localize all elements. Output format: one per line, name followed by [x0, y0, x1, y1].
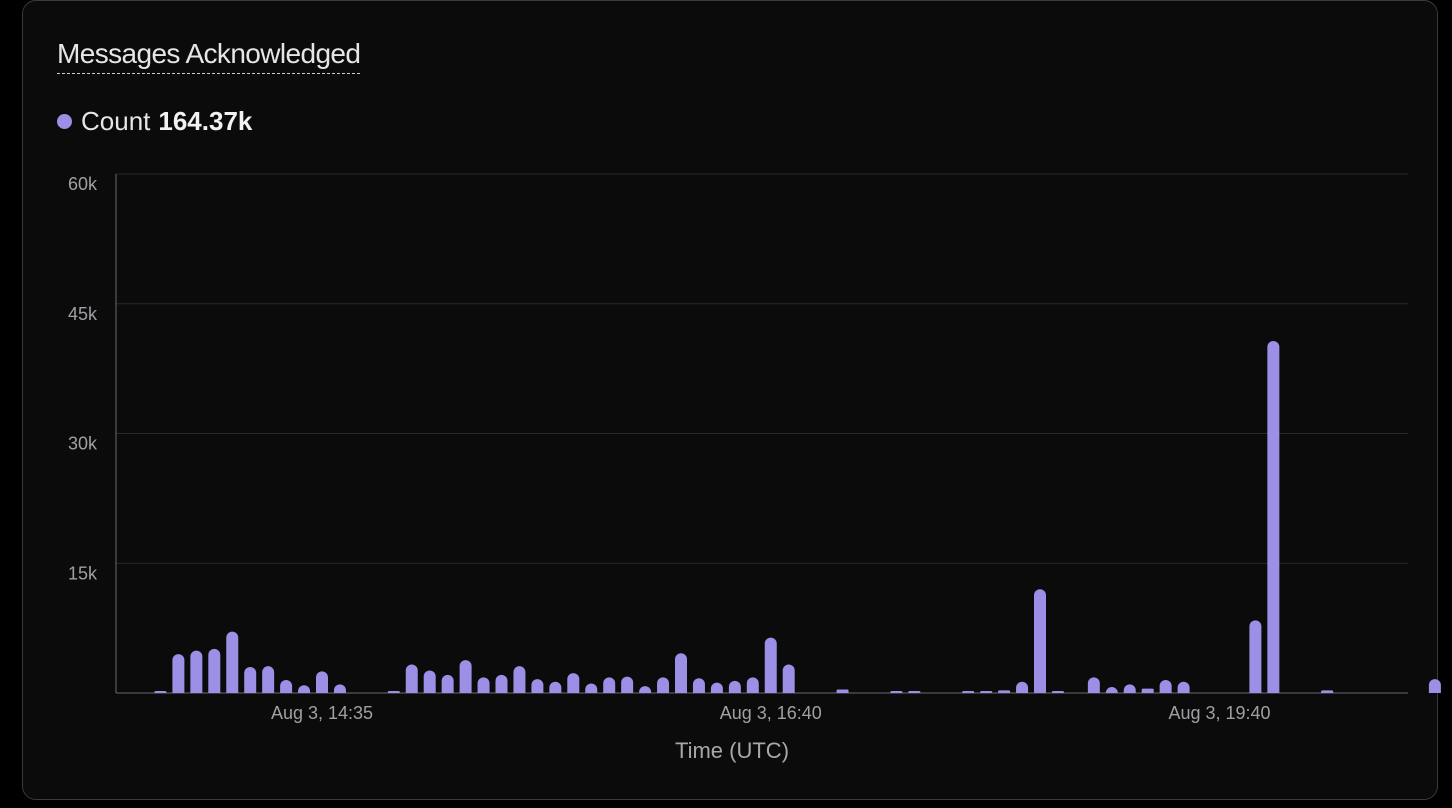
- legend[interactable]: Count 164.37k: [57, 105, 252, 137]
- x-tick-label: Aug 3, 19:40: [1168, 703, 1270, 723]
- bar[interactable]: [675, 653, 687, 693]
- bar[interactable]: [603, 677, 616, 693]
- bar[interactable]: [1105, 686, 1118, 693]
- bar[interactable]: [1428, 679, 1441, 693]
- bar[interactable]: [639, 686, 652, 693]
- bar[interactable]: [1159, 680, 1172, 693]
- x-tick-label: Aug 3, 16:40: [720, 703, 822, 723]
- bar[interactable]: [1016, 681, 1029, 693]
- y-tick-label: 30k: [68, 434, 98, 454]
- bar[interactable]: [621, 676, 634, 693]
- bar[interactable]: [423, 670, 436, 693]
- bar[interactable]: [567, 673, 580, 693]
- bar[interactable]: [980, 691, 993, 693]
- bar[interactable]: [172, 654, 185, 693]
- bar[interactable]: [710, 682, 723, 693]
- bar[interactable]: [836, 689, 849, 693]
- bar[interactable]: [998, 690, 1011, 693]
- bar[interactable]: [477, 677, 490, 693]
- x-axis-label: Time (UTC): [675, 738, 789, 763]
- x-axis-ticks: Aug 3, 14:35 Aug 3, 16:40 Aug 3, 19:40: [271, 703, 1271, 723]
- bar[interactable]: [890, 691, 903, 693]
- x-tick-label: Aug 3, 14:35: [271, 703, 373, 723]
- y-tick-label: 15k: [68, 563, 98, 583]
- chart-title[interactable]: Messages Acknowledged: [57, 37, 361, 74]
- bar[interactable]: [962, 691, 975, 693]
- bar[interactable]: [549, 681, 562, 693]
- bar[interactable]: [387, 691, 400, 693]
- bar[interactable]: [657, 677, 670, 693]
- bar[interactable]: [316, 671, 328, 693]
- chart-panel: Messages Acknowledged Count 164.37k: [22, 0, 1438, 800]
- bar[interactable]: [585, 683, 598, 693]
- bar[interactable]: [262, 666, 275, 693]
- bar[interactable]: [1141, 688, 1154, 693]
- bar[interactable]: [1051, 691, 1064, 693]
- bar[interactable]: [226, 631, 239, 693]
- bar[interactable]: [764, 637, 777, 693]
- bar[interactable]: [459, 660, 472, 693]
- bar[interactable]: [531, 679, 544, 693]
- gridlines: [116, 173, 1408, 564]
- bar[interactable]: [441, 674, 454, 693]
- bar[interactable]: [782, 664, 795, 693]
- legend-label: Count: [81, 106, 151, 136]
- bar[interactable]: [692, 678, 705, 693]
- bars: [154, 340, 1441, 693]
- legend-color-dot: [57, 113, 72, 129]
- bar[interactable]: [208, 648, 221, 693]
- y-tick-label: 60k: [68, 174, 98, 194]
- bar[interactable]: [1321, 690, 1334, 693]
- bar[interactable]: [190, 650, 203, 693]
- bar[interactable]: [154, 691, 167, 693]
- bar[interactable]: [298, 685, 311, 693]
- bar[interactable]: [1034, 589, 1046, 693]
- bar[interactable]: [1267, 340, 1280, 693]
- bar[interactable]: [1087, 677, 1100, 693]
- y-axis-ticks: 15k 30k 45k 60k: [68, 174, 98, 583]
- bar[interactable]: [333, 684, 346, 693]
- bar[interactable]: [746, 677, 759, 693]
- bar[interactable]: [728, 680, 741, 693]
- bar[interactable]: [1177, 681, 1190, 693]
- y-tick-label: 45k: [68, 304, 98, 324]
- bar[interactable]: [1249, 620, 1262, 693]
- legend-total-value: 164.37k: [158, 106, 253, 136]
- bar[interactable]: [495, 674, 508, 693]
- bar[interactable]: [513, 666, 526, 693]
- bar[interactable]: [908, 691, 921, 693]
- bar[interactable]: [1123, 684, 1136, 693]
- bar[interactable]: [244, 667, 257, 693]
- bar[interactable]: [280, 680, 293, 693]
- bar[interactable]: [405, 664, 418, 693]
